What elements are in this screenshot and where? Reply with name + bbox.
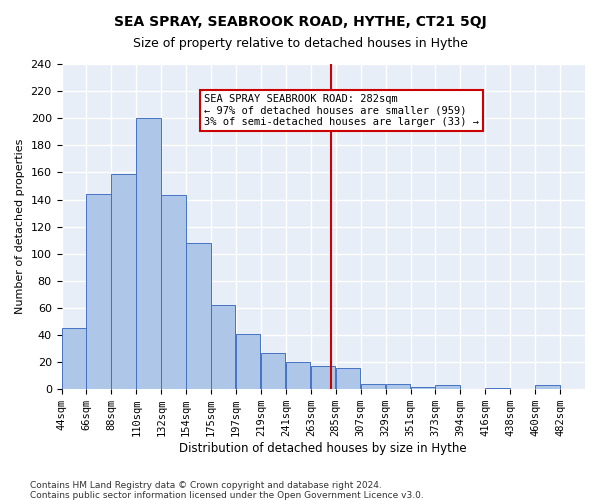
Y-axis label: Number of detached properties: Number of detached properties	[15, 139, 25, 314]
Bar	[410, 386, 435, 389]
Bar	[311, 366, 335, 389]
Bar	[136, 118, 161, 389]
Bar	[112, 174, 136, 389]
Text: Contains HM Land Registry data © Crown copyright and database right 2024.: Contains HM Land Registry data © Crown c…	[30, 481, 382, 490]
Bar	[236, 334, 260, 389]
Bar	[62, 328, 86, 389]
Bar	[535, 385, 560, 389]
X-axis label: Distribution of detached houses by size in Hythe: Distribution of detached houses by size …	[179, 442, 467, 455]
Text: Contains public sector information licensed under the Open Government Licence v3: Contains public sector information licen…	[30, 491, 424, 500]
Bar	[436, 385, 460, 389]
Bar	[186, 243, 211, 389]
Bar	[286, 362, 310, 389]
Bar	[336, 368, 360, 389]
Text: SEA SPRAY, SEABROOK ROAD, HYTHE, CT21 5QJ: SEA SPRAY, SEABROOK ROAD, HYTHE, CT21 5Q…	[113, 15, 487, 29]
Bar	[386, 384, 410, 389]
Bar	[161, 196, 185, 389]
Bar	[261, 352, 286, 389]
Bar	[361, 384, 385, 389]
Bar	[485, 388, 509, 389]
Bar	[211, 305, 235, 389]
Bar	[86, 194, 111, 389]
Text: Size of property relative to detached houses in Hythe: Size of property relative to detached ho…	[133, 38, 467, 51]
Text: SEA SPRAY SEABROOK ROAD: 282sqm
← 97% of detached houses are smaller (959)
3% of: SEA SPRAY SEABROOK ROAD: 282sqm ← 97% of…	[204, 94, 479, 127]
